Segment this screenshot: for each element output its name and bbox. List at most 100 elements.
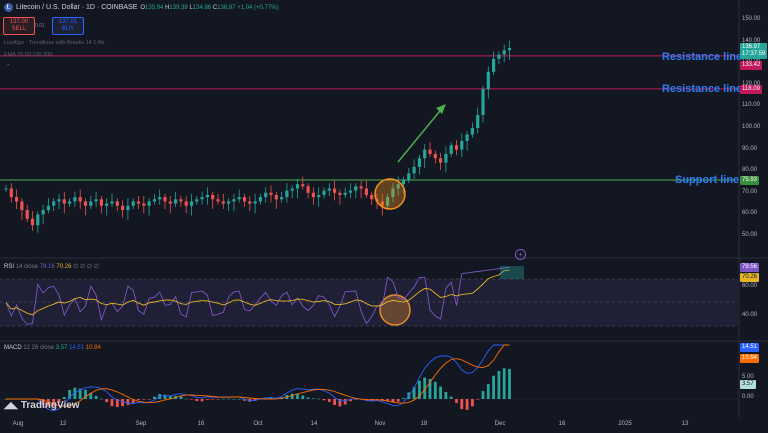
candle-body xyxy=(237,197,241,200)
candle-body xyxy=(460,140,464,150)
tradingview-branding[interactable]: ◢◣ TradingView xyxy=(4,400,80,411)
candle-body xyxy=(200,197,204,200)
macd-histogram-bar xyxy=(423,377,427,399)
macd-histogram-bar xyxy=(163,394,167,399)
symbol-title[interactable]: Litecoin / U.S. Dollar · 1D · COINBASE xyxy=(16,4,138,11)
candle-body xyxy=(9,188,13,198)
macd-histogram-bar xyxy=(153,396,156,399)
candle-body xyxy=(364,188,368,195)
candle-body xyxy=(99,199,103,206)
resistance-line-label-1: Resistance line xyxy=(662,51,743,63)
macd-histogram-bar xyxy=(121,399,124,407)
macd-histogram-bar xyxy=(179,396,183,399)
symbol-header[interactable]: Ł Litecoin / U.S. Dollar · 1D · COINBASE… xyxy=(4,3,279,12)
macd-histogram-bar xyxy=(471,399,474,407)
ohlc-readout: O135.94 H139.39 L134.86 C136.97 +1.04 (+… xyxy=(140,4,279,11)
time-tick: Nov xyxy=(374,421,386,427)
candle-body xyxy=(205,194,209,198)
macd-histogram-bar xyxy=(391,399,395,403)
sell-button[interactable]: 137.00 SELL xyxy=(3,17,35,35)
resistance-2-price-tag: 118.09 xyxy=(740,85,762,94)
candle-body xyxy=(407,173,411,180)
time-tick: 14 xyxy=(310,421,318,427)
macd-histogram-bar xyxy=(296,393,299,399)
macd-histogram-bar xyxy=(62,396,66,399)
candle-body xyxy=(476,115,480,128)
candle-body xyxy=(497,54,501,59)
macd-histogram-bar xyxy=(327,399,331,402)
candle-body xyxy=(439,158,443,163)
time-tick: 2025 xyxy=(618,421,632,427)
candle-body xyxy=(412,166,416,174)
luxalgo-indicator-label[interactable]: LuxAlgo · Trendlines with Breaks 14 1 At… xyxy=(4,40,105,46)
time-tick: Aug xyxy=(12,421,24,427)
collapse-indicators-icon[interactable]: ⌃ xyxy=(6,64,11,70)
price-tick: 90.00 xyxy=(742,145,758,152)
macd-histogram-bar xyxy=(168,396,172,399)
macd-histogram-bar xyxy=(232,398,236,400)
candle-body xyxy=(306,186,310,193)
candle-body xyxy=(227,201,231,204)
time-axis[interactable]: Aug 12 Sep 16 Oct 14 Nov 18 Dec 16 2025 13 xyxy=(0,419,740,431)
candle-body xyxy=(152,199,156,202)
candle-body xyxy=(89,201,93,206)
candle-body xyxy=(41,210,45,215)
candle-body xyxy=(449,145,453,154)
candle-body xyxy=(216,199,220,202)
candle-body xyxy=(264,192,268,198)
resistance-line-label-2: Resistance line xyxy=(662,83,743,95)
candle-body xyxy=(285,190,289,198)
macd-histogram-bar xyxy=(126,399,130,405)
price-tick: 110.00 xyxy=(742,102,760,109)
candle-body xyxy=(465,134,469,141)
candle-body xyxy=(507,48,512,51)
macd-histogram-bar xyxy=(237,398,241,400)
candle-body xyxy=(131,201,135,206)
candle-body xyxy=(163,197,167,202)
current-price-tag: 136.97 17:37:59 xyxy=(740,43,768,59)
macd-histogram-bar xyxy=(322,399,326,401)
candle-body xyxy=(470,128,474,135)
macd-histogram-bar xyxy=(216,399,220,400)
rsi-legend[interactable]: RSI 14 close 79.16 70.26 ∅ ∅ ∅ ∅ xyxy=(4,264,100,270)
candle-body xyxy=(370,194,374,200)
candle-body xyxy=(311,192,315,198)
candle-body xyxy=(73,197,77,202)
candle-body xyxy=(68,201,72,204)
resistance-1-price-tag: 133.42 xyxy=(740,61,763,70)
price-tick: 70.00 xyxy=(742,188,758,195)
time-tick: 18 xyxy=(420,421,428,427)
macd-histogram-bar xyxy=(84,389,87,399)
candle-body xyxy=(333,188,337,193)
highlight-circle-rsi xyxy=(379,294,411,326)
candle-body xyxy=(433,153,437,159)
candle-body xyxy=(386,197,390,206)
rsi-value-tag: 79.56 xyxy=(740,263,760,272)
macd-histogram-bar xyxy=(142,399,146,400)
candle-body xyxy=(253,201,257,204)
macd-legend[interactable]: MACD 12 26 close 3.57 14.51 10.94 xyxy=(4,345,101,351)
candle-body xyxy=(36,214,40,226)
rsi-overbought-fill xyxy=(500,266,524,279)
candle-body xyxy=(142,203,146,206)
candle-body xyxy=(94,199,98,202)
ema-indicator-label[interactable]: EMA 20 50 100 200 xyxy=(4,52,53,58)
macd-histogram-bar xyxy=(221,398,225,400)
macd-histogram-bar xyxy=(343,399,347,405)
buy-button[interactable]: 137.01 BUY xyxy=(52,17,84,35)
macd-tick-0: 0.00 xyxy=(742,394,754,400)
time-tick: 16 xyxy=(197,421,205,427)
candle-body xyxy=(52,201,56,206)
macd-histogram-bar xyxy=(412,386,416,399)
candle-body xyxy=(136,201,141,204)
add-alert-icon[interactable]: + xyxy=(515,249,526,260)
candle-body xyxy=(147,201,151,206)
candle-body xyxy=(428,149,432,154)
candle-body xyxy=(232,199,236,202)
candle-body xyxy=(78,197,82,202)
candle-body xyxy=(454,145,459,150)
macd-histogram-bar xyxy=(259,398,262,400)
macd-histogram-bar xyxy=(455,399,458,403)
candle-body xyxy=(248,201,252,204)
